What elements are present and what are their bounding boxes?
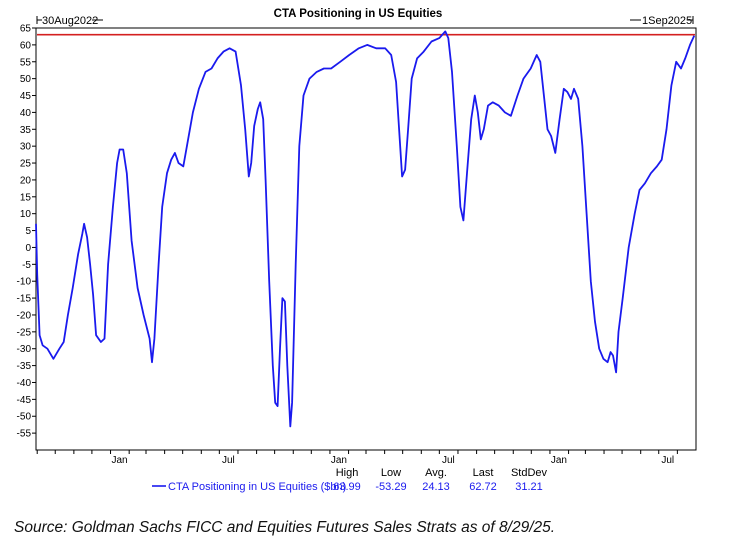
y-tick-label: -50 xyxy=(17,412,32,423)
stat-header: Avg. xyxy=(425,467,447,479)
stat-value: 24.13 xyxy=(422,481,450,493)
date-range-end-label: 1Sep2025 xyxy=(642,15,692,27)
x-tick-label: Jul xyxy=(661,455,674,466)
stat-value: 63.99 xyxy=(333,481,361,493)
y-tick-label: 35 xyxy=(20,125,32,136)
y-tick-label: -30 xyxy=(17,344,32,355)
y-tick-label: -20 xyxy=(17,310,32,321)
chart-title: CTA Positioning in US Equities xyxy=(274,8,443,20)
stat-header: Low xyxy=(381,467,401,479)
y-axis: 65605550454035302520151050-5-10-15-20-25… xyxy=(17,24,36,440)
legend-label: CTA Positioning in US Equities ($bn) xyxy=(168,481,346,493)
y-tick-label: 10 xyxy=(20,209,32,220)
cta-positioning-series-line xyxy=(35,30,696,428)
date-range-start-label: 30Aug2022 xyxy=(42,15,98,27)
stat-value: -53.29 xyxy=(375,481,406,493)
y-tick-label: -40 xyxy=(17,378,32,389)
y-tick-label: 20 xyxy=(20,175,32,186)
stat-value: 62.72 xyxy=(469,481,497,493)
x-axis: Jan Jul Jan Jul Jan Jul xyxy=(36,450,678,466)
y-tick-label: 25 xyxy=(20,159,32,170)
y-tick-label: 15 xyxy=(20,192,32,203)
stats-block: High Low Avg. Last StdDev 63.99 -53.29 24.13 62.… xyxy=(333,467,547,493)
y-tick-label: 5 xyxy=(25,226,31,237)
stat-value: 31.21 xyxy=(515,481,543,493)
y-tick-label: -55 xyxy=(17,429,32,440)
y-tick-label: -10 xyxy=(17,277,32,288)
stat-header: StdDev xyxy=(511,467,548,479)
y-tick-label: 30 xyxy=(20,142,32,153)
y-tick-label: 0 xyxy=(25,243,31,254)
date-range-end-marker: 1Sep2025 xyxy=(630,15,694,27)
y-tick-label: 60 xyxy=(20,40,32,51)
x-tick-label: Jan xyxy=(331,455,347,466)
stat-header: Last xyxy=(473,467,494,479)
cta-positioning-chart: CTA Positioning in US Equities 30Aug2022… xyxy=(17,8,697,493)
plot-frame xyxy=(35,27,697,451)
legend: CTA Positioning in US Equities ($bn) xyxy=(152,481,346,493)
x-tick-label: Jan xyxy=(111,455,127,466)
x-tick-label: Jul xyxy=(442,455,455,466)
date-range-start-marker: 30Aug2022 xyxy=(36,15,103,27)
y-tick-label: 55 xyxy=(20,57,32,68)
y-tick-label: -5 xyxy=(22,260,31,271)
source-note: Source: Goldman Sachs FICC and Equities … xyxy=(14,519,556,536)
x-tick-label: Jul xyxy=(222,455,235,466)
y-tick-label: -45 xyxy=(17,395,32,406)
y-tick-label: -25 xyxy=(17,327,32,338)
stat-header: High xyxy=(336,467,359,479)
y-tick-label: 45 xyxy=(20,91,32,102)
y-tick-label: 65 xyxy=(20,24,32,35)
y-tick-label: 50 xyxy=(20,74,32,85)
y-tick-label: -15 xyxy=(17,294,32,305)
y-tick-label: 40 xyxy=(20,108,32,119)
x-tick-label: Jan xyxy=(551,455,567,466)
y-tick-label: -35 xyxy=(17,361,32,372)
